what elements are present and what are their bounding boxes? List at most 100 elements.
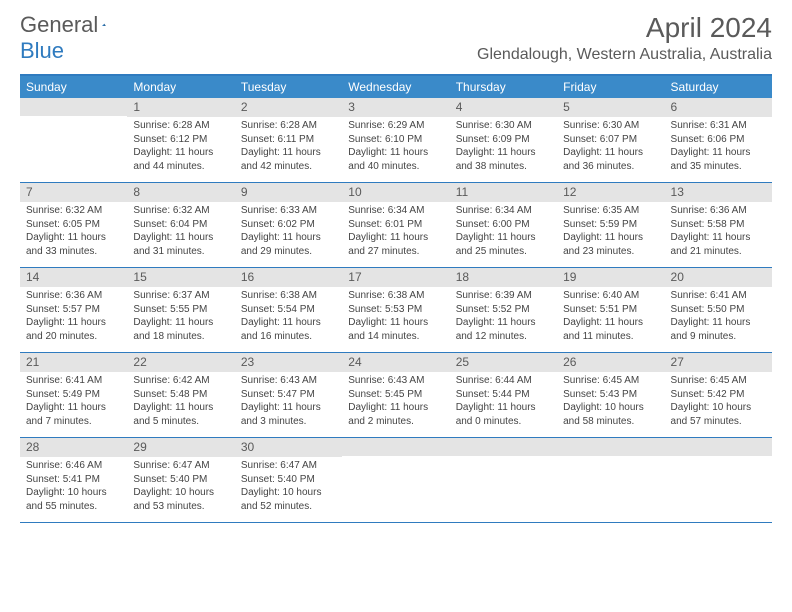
day-body: Sunrise: 6:32 AMSunset: 6:04 PMDaylight:…: [127, 202, 234, 263]
day-body: Sunrise: 6:33 AMSunset: 6:02 PMDaylight:…: [235, 202, 342, 263]
day-body: Sunrise: 6:43 AMSunset: 5:47 PMDaylight:…: [235, 372, 342, 433]
day-body: Sunrise: 6:47 AMSunset: 5:40 PMDaylight:…: [235, 457, 342, 518]
weeks-container: 1Sunrise: 6:28 AMSunset: 6:12 PMDaylight…: [20, 98, 772, 523]
day-line: and 55 minutes.: [26, 501, 121, 514]
day-body: Sunrise: 6:47 AMSunset: 5:40 PMDaylight:…: [127, 457, 234, 518]
day-body: Sunrise: 6:32 AMSunset: 6:05 PMDaylight:…: [20, 202, 127, 263]
day-line: Daylight: 10 hours: [671, 402, 766, 415]
day-number: 28: [20, 438, 127, 457]
day-cell: 26Sunrise: 6:45 AMSunset: 5:43 PMDayligh…: [557, 353, 664, 437]
day-body: Sunrise: 6:34 AMSunset: 6:01 PMDaylight:…: [342, 202, 449, 263]
day-line: and 11 minutes.: [563, 331, 658, 344]
day-line: Sunrise: 6:41 AM: [26, 375, 121, 388]
day-line: Sunset: 5:40 PM: [133, 474, 228, 487]
day-line: Sunset: 6:12 PM: [133, 134, 228, 147]
day-number: [665, 438, 772, 456]
day-body: Sunrise: 6:39 AMSunset: 5:52 PMDaylight:…: [450, 287, 557, 348]
day-line: and 25 minutes.: [456, 246, 551, 259]
day-body: Sunrise: 6:36 AMSunset: 5:58 PMDaylight:…: [665, 202, 772, 263]
day-header: Friday: [557, 76, 664, 98]
day-cell: 7Sunrise: 6:32 AMSunset: 6:05 PMDaylight…: [20, 183, 127, 267]
day-line: Sunrise: 6:35 AM: [563, 205, 658, 218]
day-cell: 13Sunrise: 6:36 AMSunset: 5:58 PMDayligh…: [665, 183, 772, 267]
day-number: 18: [450, 268, 557, 287]
day-cell: 23Sunrise: 6:43 AMSunset: 5:47 PMDayligh…: [235, 353, 342, 437]
day-line: Sunset: 6:11 PM: [241, 134, 336, 147]
day-cell: 18Sunrise: 6:39 AMSunset: 5:52 PMDayligh…: [450, 268, 557, 352]
day-number: 27: [665, 353, 772, 372]
day-body: Sunrise: 6:41 AMSunset: 5:50 PMDaylight:…: [665, 287, 772, 348]
day-cell: 6Sunrise: 6:31 AMSunset: 6:06 PMDaylight…: [665, 98, 772, 182]
day-number: [450, 438, 557, 456]
day-line: Sunset: 5:40 PM: [241, 474, 336, 487]
day-line: Sunset: 6:10 PM: [348, 134, 443, 147]
day-line: and 29 minutes.: [241, 246, 336, 259]
day-line: Daylight: 11 hours: [671, 232, 766, 245]
day-body: Sunrise: 6:45 AMSunset: 5:43 PMDaylight:…: [557, 372, 664, 433]
day-number: 17: [342, 268, 449, 287]
day-body: Sunrise: 6:46 AMSunset: 5:41 PMDaylight:…: [20, 457, 127, 518]
day-line: Daylight: 11 hours: [456, 402, 551, 415]
day-line: Daylight: 11 hours: [456, 317, 551, 330]
day-line: Daylight: 11 hours: [348, 317, 443, 330]
day-cell: 9Sunrise: 6:33 AMSunset: 6:02 PMDaylight…: [235, 183, 342, 267]
day-line: Daylight: 11 hours: [241, 147, 336, 160]
day-body: Sunrise: 6:36 AMSunset: 5:57 PMDaylight:…: [20, 287, 127, 348]
day-line: and 0 minutes.: [456, 416, 551, 429]
day-line: Daylight: 11 hours: [241, 232, 336, 245]
day-cell: 21Sunrise: 6:41 AMSunset: 5:49 PMDayligh…: [20, 353, 127, 437]
day-line: Sunset: 6:02 PM: [241, 219, 336, 232]
day-number: [557, 438, 664, 456]
day-cell: 3Sunrise: 6:29 AMSunset: 6:10 PMDaylight…: [342, 98, 449, 182]
day-line: Daylight: 11 hours: [241, 317, 336, 330]
day-cell: [20, 98, 127, 182]
day-line: and 27 minutes.: [348, 246, 443, 259]
day-line: and 40 minutes.: [348, 161, 443, 174]
day-line: Sunrise: 6:47 AM: [133, 460, 228, 473]
location-subtitle: Glendalough, Western Australia, Australi…: [477, 46, 772, 64]
day-cell: 4Sunrise: 6:30 AMSunset: 6:09 PMDaylight…: [450, 98, 557, 182]
logo-shape-icon: [102, 17, 106, 33]
day-line: and 20 minutes.: [26, 331, 121, 344]
day-line: Sunset: 6:00 PM: [456, 219, 551, 232]
day-line: Sunset: 5:42 PM: [671, 389, 766, 402]
day-number: 5: [557, 98, 664, 117]
day-line: Sunset: 6:09 PM: [456, 134, 551, 147]
day-line: Daylight: 11 hours: [456, 232, 551, 245]
day-line: Daylight: 11 hours: [133, 317, 228, 330]
day-line: Sunset: 5:52 PM: [456, 304, 551, 317]
day-line: Sunrise: 6:45 AM: [671, 375, 766, 388]
day-line: Sunrise: 6:43 AM: [241, 375, 336, 388]
day-line: and 38 minutes.: [456, 161, 551, 174]
day-cell: 30Sunrise: 6:47 AMSunset: 5:40 PMDayligh…: [235, 438, 342, 522]
day-line: Sunset: 5:54 PM: [241, 304, 336, 317]
day-cell: 8Sunrise: 6:32 AMSunset: 6:04 PMDaylight…: [127, 183, 234, 267]
day-number: 9: [235, 183, 342, 202]
day-cell: 15Sunrise: 6:37 AMSunset: 5:55 PMDayligh…: [127, 268, 234, 352]
day-line: Sunrise: 6:31 AM: [671, 120, 766, 133]
week-row: 28Sunrise: 6:46 AMSunset: 5:41 PMDayligh…: [20, 438, 772, 523]
day-body: Sunrise: 6:30 AMSunset: 6:07 PMDaylight:…: [557, 117, 664, 178]
day-line: Daylight: 11 hours: [133, 232, 228, 245]
day-line: Sunrise: 6:44 AM: [456, 375, 551, 388]
day-line: Daylight: 11 hours: [671, 317, 766, 330]
title-block: April 2024 Glendalough, Western Australi…: [477, 12, 772, 64]
day-cell: 2Sunrise: 6:28 AMSunset: 6:11 PMDaylight…: [235, 98, 342, 182]
day-number: 13: [665, 183, 772, 202]
day-body: Sunrise: 6:42 AMSunset: 5:48 PMDaylight:…: [127, 372, 234, 433]
day-number: 25: [450, 353, 557, 372]
day-line: Sunrise: 6:34 AM: [456, 205, 551, 218]
day-body: Sunrise: 6:40 AMSunset: 5:51 PMDaylight:…: [557, 287, 664, 348]
day-number: [20, 98, 127, 116]
day-line: Sunrise: 6:42 AM: [133, 375, 228, 388]
day-line: and 14 minutes.: [348, 331, 443, 344]
day-body: Sunrise: 6:45 AMSunset: 5:42 PMDaylight:…: [665, 372, 772, 433]
day-line: Sunset: 5:55 PM: [133, 304, 228, 317]
day-body: Sunrise: 6:41 AMSunset: 5:49 PMDaylight:…: [20, 372, 127, 433]
day-line: and 35 minutes.: [671, 161, 766, 174]
day-line: and 21 minutes.: [671, 246, 766, 259]
day-line: Sunset: 6:07 PM: [563, 134, 658, 147]
day-cell: 16Sunrise: 6:38 AMSunset: 5:54 PMDayligh…: [235, 268, 342, 352]
day-line: Sunset: 5:50 PM: [671, 304, 766, 317]
day-line: Daylight: 11 hours: [348, 147, 443, 160]
